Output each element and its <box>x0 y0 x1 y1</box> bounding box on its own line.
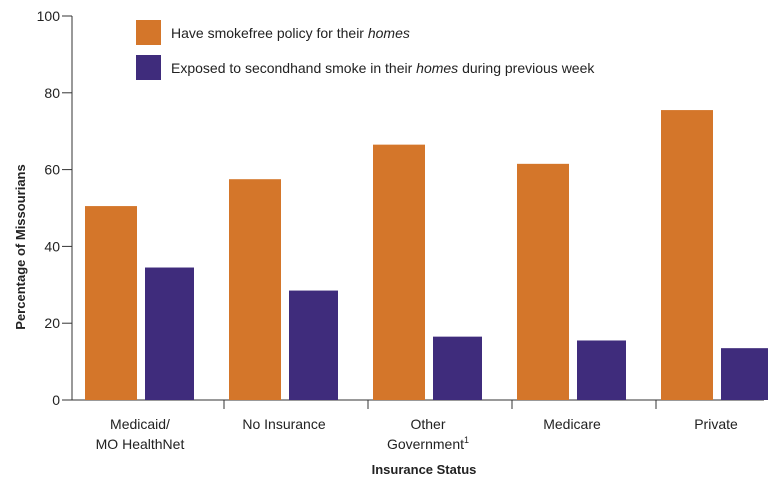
category-label-line: No Insurance <box>242 416 325 432</box>
bar-secondhand-exposure <box>145 267 194 400</box>
category-label: Other Government1 <box>387 416 469 452</box>
bar-secondhand-exposure <box>289 290 338 400</box>
y-tick-label: 80 <box>44 85 60 101</box>
legend-label-part: Exposed to secondhand smoke in their <box>171 60 416 76</box>
legend-label: Exposed to secondhand smoke in their hom… <box>171 60 595 76</box>
bar-secondhand-exposure <box>577 340 626 400</box>
y-tick-label: 40 <box>44 238 60 254</box>
y-tick-label: 20 <box>44 315 60 331</box>
legend-label: Have smokefree policy for their homes <box>171 25 410 41</box>
legend-label-part: Have smokefree policy for their <box>171 25 368 41</box>
legend: Have smokefree policy for their homesExp… <box>136 20 595 80</box>
category-label: Medicare <box>543 416 601 432</box>
legend-label-part: homes <box>416 60 458 76</box>
y-tick-label: 60 <box>44 162 60 178</box>
legend-label-part: homes <box>368 25 410 41</box>
bar-smokefree-policy <box>85 206 137 400</box>
bar-secondhand-exposure <box>721 348 768 400</box>
x-axis-title: Insurance Status <box>372 462 477 477</box>
axes: 0 20 40 60 80 100 Medicaid/MO HealthNet No Insu… <box>37 8 764 452</box>
legend-label-part: during previous week <box>458 60 595 76</box>
category-footnote: 1 <box>464 435 469 445</box>
category-label: Private <box>694 416 738 432</box>
category-label-line: Medicare <box>543 416 601 432</box>
y-tick-label: 0 <box>52 392 60 408</box>
category-label-line: Private <box>694 416 738 432</box>
bars <box>85 110 768 400</box>
y-tick-label: 100 <box>37 8 61 24</box>
bar-smokefree-policy <box>373 144 425 400</box>
bar-smokefree-policy <box>661 110 713 400</box>
category-label: No Insurance <box>242 416 325 432</box>
bar-smokefree-policy <box>517 163 569 400</box>
category-label-line: Government <box>387 436 464 452</box>
category-label-line: MO HealthNet <box>96 436 185 452</box>
y-axis-title: Percentage of Missourians <box>13 164 28 329</box>
legend-swatch <box>136 55 161 80</box>
category-label-line: Other <box>410 416 445 432</box>
bar-smokefree-policy <box>229 179 281 400</box>
legend-swatch <box>136 20 161 45</box>
category-label-line: Medicaid/ <box>110 416 170 432</box>
bar-secondhand-exposure <box>433 336 482 400</box>
category-label: Medicaid/MO HealthNet <box>96 416 185 452</box>
